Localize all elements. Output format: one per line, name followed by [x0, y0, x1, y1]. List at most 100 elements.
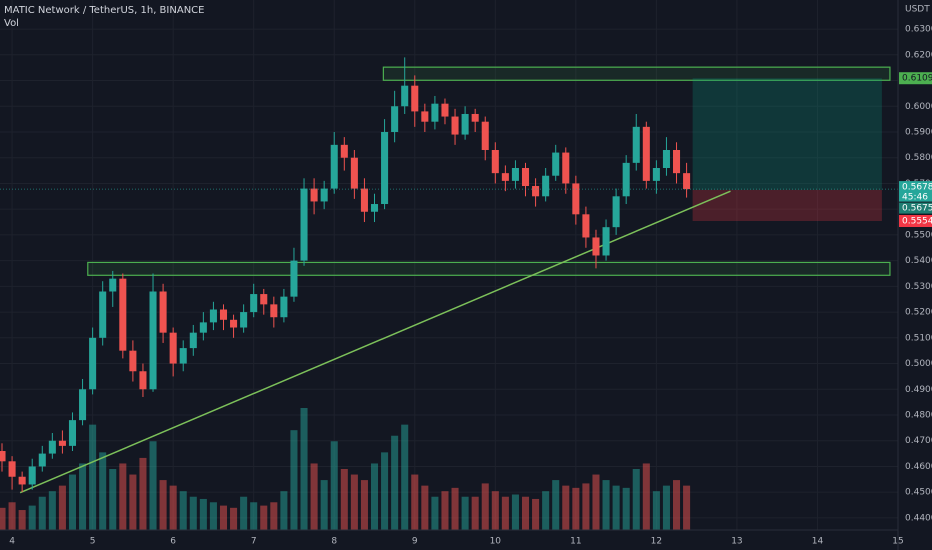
volume-bar — [672, 480, 681, 530]
last-price-label: 0.5678 — [902, 183, 932, 193]
volume-bar — [461, 496, 469, 530]
candle-body — [542, 175, 550, 197]
candle-body — [270, 304, 278, 318]
volume-bar — [511, 494, 519, 530]
volume-bar — [391, 435, 399, 530]
x-tick-label: 10 — [490, 537, 502, 547]
volume-bar — [431, 496, 439, 530]
candle-body — [461, 113, 469, 135]
volume-bar — [189, 496, 197, 530]
volume-bar — [683, 485, 691, 530]
candle-body — [169, 332, 177, 364]
candle-body — [260, 294, 268, 305]
candle-body — [58, 440, 66, 446]
candle-body — [441, 103, 449, 117]
time-axis — [0, 530, 898, 550]
candle-body — [79, 389, 87, 421]
candle-body — [683, 173, 691, 190]
candle-body — [662, 149, 670, 169]
candle-body — [280, 296, 288, 318]
volume-bar — [320, 480, 328, 530]
volume-bar — [139, 457, 147, 530]
countdown-label-box — [899, 192, 932, 202]
candle-body — [310, 188, 318, 202]
last-price-label-box — [899, 181, 932, 194]
candle-body — [612, 196, 620, 228]
volume-bar — [501, 496, 509, 530]
x-tick-label: 8 — [331, 537, 337, 547]
candle-body — [411, 85, 419, 112]
volume-bar — [109, 469, 117, 530]
volume-bar — [612, 485, 620, 530]
candle-body — [139, 371, 147, 390]
candle-body — [99, 291, 107, 338]
volume-bar — [622, 487, 630, 530]
countdown-label: 45:46 — [902, 193, 928, 203]
x-tick-label: 7 — [251, 537, 257, 547]
volume-bar — [99, 452, 107, 530]
candle-body — [290, 260, 298, 297]
candle-body — [511, 168, 519, 181]
volume-bar — [602, 480, 610, 530]
volume-bar — [209, 502, 217, 530]
x-tick-label: 14 — [812, 537, 824, 547]
candle-body — [562, 152, 570, 184]
volume-bar — [8, 502, 16, 530]
volume-bar — [652, 491, 660, 530]
target-area — [692, 78, 882, 190]
candle-body — [179, 348, 187, 364]
price-axis — [898, 0, 932, 550]
volume-bar — [310, 463, 318, 530]
volume-bar — [632, 469, 640, 530]
candle-body — [320, 188, 328, 202]
volume-bar — [642, 463, 650, 530]
volume-bar — [179, 491, 187, 530]
candle-body — [572, 183, 580, 215]
volume-bar — [451, 487, 459, 530]
volume-bar — [532, 498, 540, 530]
indicator-label: Vol — [4, 18, 19, 29]
volume-bar — [219, 505, 228, 530]
candle-body — [632, 126, 640, 163]
candle-body — [8, 461, 16, 477]
candle-body — [642, 126, 650, 181]
candle-body — [230, 319, 238, 328]
volume-bar — [582, 483, 590, 530]
stop-label-box — [899, 215, 932, 228]
volume-bar — [28, 505, 36, 530]
volume-bar — [79, 463, 87, 530]
x-tick-label: 12 — [651, 537, 662, 547]
volume-bar — [662, 485, 670, 530]
volume-bar — [340, 469, 348, 530]
y-tick-label: 0.6300 — [905, 25, 932, 35]
candle-body — [431, 103, 439, 122]
volume-bar — [38, 496, 46, 530]
x-tick-label: 4 — [9, 537, 15, 547]
entry-label: 0.5675 — [902, 204, 932, 214]
candle-body — [189, 332, 197, 349]
volume-bar — [471, 496, 479, 530]
volume-bar — [260, 505, 268, 530]
candle-body — [391, 106, 399, 132]
volume-bar — [250, 502, 258, 530]
volume-bar — [48, 491, 56, 530]
candle-body — [129, 350, 137, 372]
candle-body — [18, 476, 26, 485]
candle-body — [250, 294, 258, 313]
candle-body — [552, 152, 560, 176]
candle-body — [48, 440, 56, 454]
candle-body — [109, 278, 117, 292]
candle-body — [672, 149, 681, 174]
